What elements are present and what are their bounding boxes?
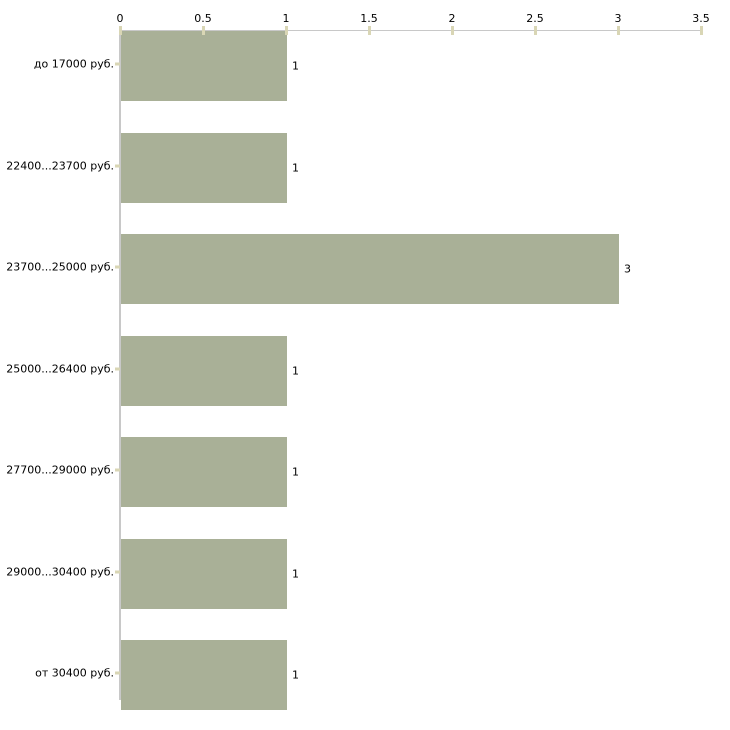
x-tick-mark xyxy=(284,26,288,35)
bar-value-label: 1 xyxy=(292,668,299,682)
bar-value-label: 1 xyxy=(292,364,299,377)
x-axis-line xyxy=(120,30,702,31)
x-tick-mark xyxy=(118,26,122,35)
x-tick-label: 2 xyxy=(448,12,456,25)
x-tick-label: 0.5 xyxy=(194,12,212,25)
category-label: 25000...26400 руб. xyxy=(6,362,114,375)
bar xyxy=(121,132,287,203)
x-tick-mark xyxy=(450,26,454,35)
y-tick-mark xyxy=(115,367,120,370)
x-tick-mark xyxy=(201,26,205,35)
bar xyxy=(121,234,619,304)
x-tick-mark xyxy=(699,26,703,35)
x-tick-label: 0 xyxy=(116,12,124,25)
bar-value-label: 1 xyxy=(292,59,299,73)
y-tick-mark xyxy=(115,164,120,167)
bar-value-label: 1 xyxy=(292,465,299,479)
category-label: от 30400 руб. xyxy=(35,666,114,680)
x-tick-label: 3.5 xyxy=(692,12,710,25)
bar xyxy=(121,31,287,101)
bar xyxy=(121,640,287,710)
x-tick-mark xyxy=(367,26,371,35)
bar xyxy=(121,335,287,406)
y-tick-mark xyxy=(115,265,120,269)
y-tick-mark xyxy=(115,62,120,66)
bar-value-label: 1 xyxy=(292,567,299,580)
bar xyxy=(121,538,287,609)
category-label: 22400...23700 руб. xyxy=(6,159,114,172)
y-axis-line xyxy=(119,30,121,700)
category-label: до 17000 руб. xyxy=(33,57,114,71)
y-tick-mark xyxy=(115,671,120,675)
category-label: 29000...30400 руб. xyxy=(6,565,114,578)
bar xyxy=(121,437,287,507)
y-tick-mark xyxy=(115,468,120,472)
x-tick-mark xyxy=(616,26,620,35)
y-tick-mark xyxy=(115,570,120,573)
x-tick-mark xyxy=(533,26,537,35)
bar-value-label: 1 xyxy=(292,161,299,174)
x-tick-label: 1.5 xyxy=(360,12,378,25)
x-tick-label: 3 xyxy=(614,12,622,25)
category-label: 23700...25000 руб. xyxy=(6,260,114,274)
category-label: 27700...29000 руб. xyxy=(6,463,114,477)
x-tick-label: 2.5 xyxy=(526,12,544,25)
x-tick-label: 1 xyxy=(282,12,290,25)
bar-value-label: 3 xyxy=(624,262,631,276)
